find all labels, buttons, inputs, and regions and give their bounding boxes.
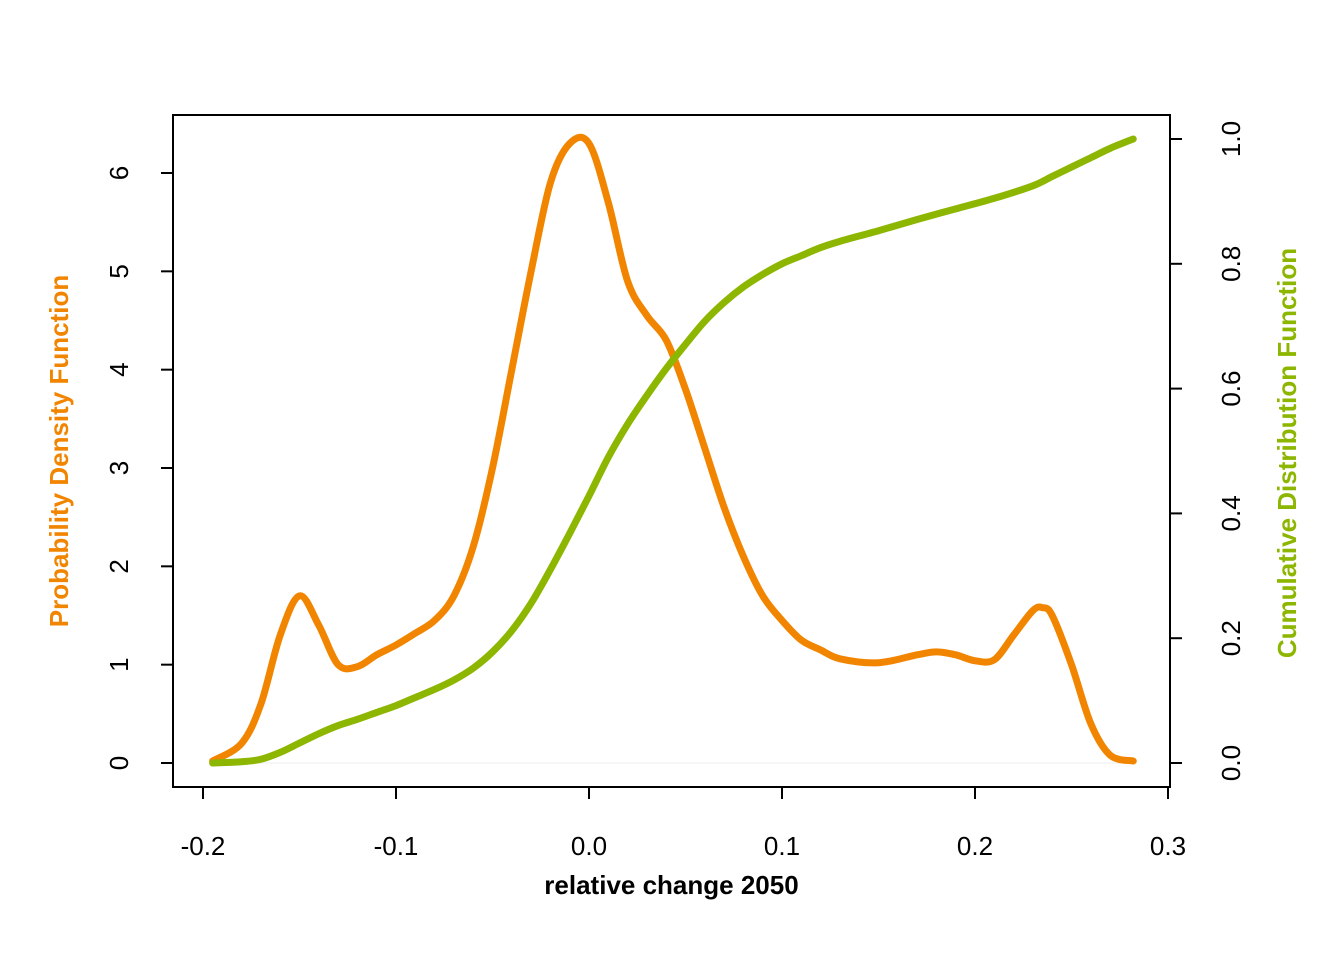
y-right-tick-label: 0.4	[1216, 495, 1246, 531]
y-left-tick-label: 1	[104, 657, 134, 671]
series-line-pdf	[209, 133, 1137, 765]
y-right-tick-label: 0.8	[1216, 246, 1246, 282]
x-tick-label: -0.1	[374, 831, 419, 861]
x-axis: -0.2 -0.1 0.0 0.1 0.2 0.3	[181, 786, 1186, 861]
x-tick-label: -0.2	[181, 831, 226, 861]
series-line-cdf	[209, 135, 1137, 767]
y-axis-right-title: Cumulative Distribution Function	[1272, 248, 1302, 658]
x-tick-label: 0.3	[1150, 831, 1186, 861]
y-right-tick-label: 1.0	[1216, 121, 1246, 157]
y-left-tick-label: 2	[104, 559, 134, 573]
y-axis-left-title: Probability Density Function	[44, 275, 74, 627]
y-left-tick-label: 0	[104, 756, 134, 770]
x-tick-label: 0.2	[957, 831, 993, 861]
x-tick-label: 0.1	[764, 831, 800, 861]
y-left-tick-label: 6	[104, 166, 134, 180]
y-left-tick-label: 3	[104, 461, 134, 475]
plot-area	[209, 133, 1137, 767]
x-axis-title: relative change 2050	[544, 870, 798, 900]
x-tick-label: 0.0	[571, 831, 607, 861]
y-left-tick-label: 4	[104, 362, 134, 376]
y-axis-right: 0.0 0.2 0.4 0.6 0.8 1.0	[1169, 121, 1246, 781]
y-left-tick-label: 5	[104, 264, 134, 278]
y-right-tick-label: 0.2	[1216, 620, 1246, 656]
y-right-tick-label: 0.0	[1216, 745, 1246, 781]
y-axis-left: 0 1 2 3 4 5 6	[104, 166, 174, 770]
y-right-tick-label: 0.6	[1216, 371, 1246, 407]
